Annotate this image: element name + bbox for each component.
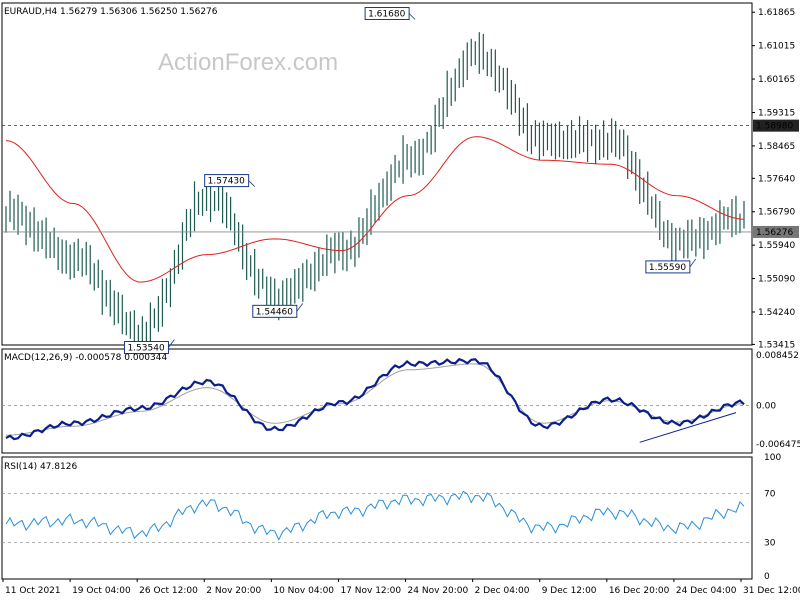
price-tick-label: 1.58465 [758,142,795,152]
rsi-tick-label: 30 [764,538,776,548]
time-tick-label: 10 Nov 04:00 [273,586,334,596]
callout-leader [408,13,416,20]
callout-box [123,340,169,354]
main-header: EURAUD,H4 1.56279 1.56306 1.56250 1.5627… [4,7,218,17]
macd-trendline [639,412,737,443]
callout-leader [296,303,304,312]
callout-leader [689,258,697,268]
rsi-tick-label: 70 [764,490,776,500]
macd-signal-line [5,363,745,436]
time-tick-label: 24 Nov 20:00 [408,586,469,596]
macd-tick-label: -0.006475 [756,440,800,450]
time-tick-label: 26 Oct 12:00 [139,586,198,596]
axes-labels: 1.61865 1.61015 1.60165 1.59315 1.58465 1.576… [2,8,800,596]
time-tick-label: 2 Dec 04:00 [475,586,530,596]
price-tick-label: 1.60165 [758,75,795,85]
callout-label: 1.61680 [368,10,405,20]
current-price-label-box [753,225,799,238]
callout-label: 1.54460 [256,307,293,317]
price-tick-label: 1.57640 [758,174,795,184]
callout-leader [248,180,255,187]
time-tick-label: 31 Dec 12:00 [743,586,800,596]
time-tick-label: 24 Dec 04:00 [676,586,737,596]
level-price-label-box [753,119,799,132]
rsi-tick-label: 100 [764,453,781,463]
macd-tick-label: 0.008452 [756,351,799,361]
time-tick-label: 19 Oct 04:00 [72,586,131,596]
rsi-line [5,490,745,541]
callout-label: 1.53540 [127,343,164,353]
price-tick-label: 1.54240 [758,308,795,318]
callout-leader [168,339,175,348]
callout-label: 1.55590 [649,263,686,273]
price-bars [5,32,745,356]
time-tick-label: 16 Dec 20:00 [609,586,670,596]
time-tick-label: 2 Nov 20:00 [206,586,261,596]
price-callouts: 1.61680 1.57430 1.54460 1.53540 1.55590 [123,7,697,354]
macd-line [5,357,745,441]
level-price-label: 1.58980 [756,122,793,132]
moving-average-line [5,136,745,283]
callout-label: 1.57430 [208,177,245,187]
price-tick-label: 1.55090 [758,275,795,285]
rsi-tick-label: 0 [764,572,770,582]
panel-frame-1 [1,2,753,346]
price-tick-label: 1.59315 [758,108,795,118]
current-price-label: 1.56276 [756,228,793,238]
watermark: ActionForex.com [158,49,338,76]
time-tick-label: 9 Dec 12:00 [542,586,597,596]
price-tick-label: 1.55940 [758,241,795,251]
panel-frame-3 [1,456,753,580]
rsi-header: RSI(14) 47.8126 [4,462,77,472]
price-tick-label: 1.53415 [758,340,795,350]
macd-header: MACD(12,26,9) -0.000578 0.000344 [4,353,167,363]
panel-frame-2 [1,348,753,454]
price-tick-label: 1.61865 [758,8,795,18]
macd-tick-label: 0.00 [756,401,776,411]
price-tick-label: 1.56790 [758,208,795,218]
time-tick-label: 11 Oct 2021 [5,586,61,596]
price-tick-label: 1.61015 [758,42,795,52]
time-tick-label: 17 Nov 12:00 [340,586,401,596]
